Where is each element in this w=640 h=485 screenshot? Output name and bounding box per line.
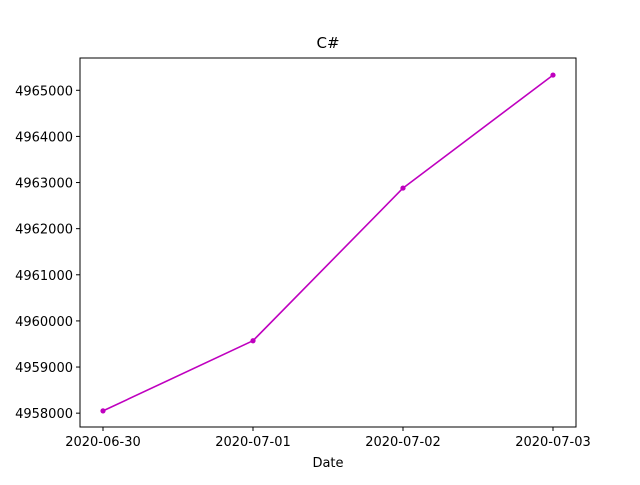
x-tick-label: 2020-07-03 — [515, 435, 591, 450]
x-axis: 2020-06-30 2020-07-01 2020-07-02 2020-07-03 — [65, 427, 591, 450]
x-axis-title: Date — [312, 456, 343, 471]
x-tick-label: 2020-07-01 — [215, 435, 291, 450]
y-tick-label: 4965000 — [15, 84, 73, 99]
series-line — [102, 74, 554, 412]
data-point — [550, 72, 556, 78]
y-tick-label: 4961000 — [15, 269, 73, 284]
y-tick-label: 4959000 — [15, 361, 73, 376]
plot-frame — [79, 57, 577, 428]
x-tick-label: 2020-07-02 — [365, 435, 441, 450]
y-axis: 4958000 4959000 4960000 4961000 4962000 49630… — [15, 84, 80, 422]
y-tick-label: 4963000 — [15, 177, 73, 192]
chart-title: C# — [316, 34, 339, 52]
y-tick-label: 4960000 — [15, 315, 73, 330]
y-tick-label: 4958000 — [15, 407, 73, 422]
data-point — [400, 185, 406, 191]
data-point — [250, 338, 256, 344]
y-tick-label: 4962000 — [15, 223, 73, 238]
series-layer — [100, 72, 556, 414]
x-tick-label: 2020-06-30 — [65, 435, 141, 450]
y-tick-label: 4964000 — [15, 130, 73, 145]
data-point — [100, 408, 106, 414]
